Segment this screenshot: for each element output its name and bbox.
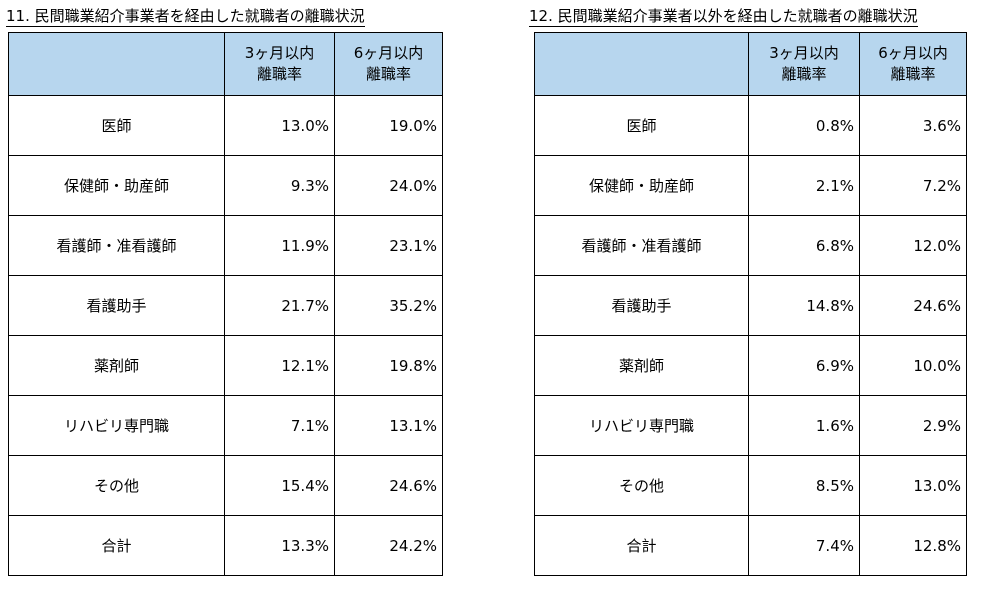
rate-6month: 23.1%	[334, 215, 443, 276]
header-line: 離職率	[781, 65, 827, 83]
rate-6month: 13.1%	[334, 395, 443, 456]
row-label: 看護師・准看護師	[8, 215, 225, 276]
rate-3month: 21.7%	[224, 275, 335, 336]
rate-6month: 19.0%	[334, 95, 443, 156]
table-row: 薬剤師 12.1% 19.8%	[8, 335, 443, 396]
row-label: 合計	[534, 515, 749, 576]
rate-6month: 24.6%	[859, 275, 967, 336]
row-label: 医師	[534, 95, 749, 156]
table-row: 保健師・助産師 2.1% 7.2%	[534, 155, 967, 216]
row-label: リハビリ専門職	[534, 395, 749, 456]
table-row: 医師 0.8% 3.6%	[534, 95, 967, 156]
rate-6month: 24.0%	[334, 155, 443, 216]
header-line: 離職率	[365, 65, 411, 83]
header-line: 6ヶ月以内	[353, 44, 424, 62]
table-row-total: 合計 13.3% 24.2%	[8, 515, 443, 576]
table-row: 看護助手 21.7% 35.2%	[8, 275, 443, 336]
rate-3month: 7.1%	[224, 395, 335, 456]
rate-6month: 10.0%	[859, 335, 967, 396]
header-line: 離職率	[256, 65, 302, 83]
rate-6month: 3.6%	[859, 95, 967, 156]
table-row: その他 8.5% 13.0%	[534, 455, 967, 516]
rate-6month: 24.2%	[334, 515, 443, 576]
rate-3month: 11.9%	[224, 215, 335, 276]
row-label: 看護助手	[534, 275, 749, 336]
table-row: 看護助手 14.8% 24.6%	[534, 275, 967, 336]
header-row: 3ヶ月以内 離職率 6ヶ月以内 離職率	[8, 32, 443, 96]
rate-6month: 19.8%	[334, 335, 443, 396]
header-blank-cell	[534, 32, 749, 96]
panel-private-agencies: 11. 民間職業紹介事業者を経由した就職者の離職状況 3ヶ月以内 離職率 6ヶ月…	[6, 0, 443, 576]
rate-3month: 6.8%	[748, 215, 860, 276]
table-row-total: 合計 7.4% 12.8%	[534, 515, 967, 576]
rate-3month: 2.1%	[748, 155, 860, 216]
rate-3month: 12.1%	[224, 335, 335, 396]
rate-6month: 24.6%	[334, 455, 443, 516]
table-row: 薬剤師 6.9% 10.0%	[534, 335, 967, 396]
rate-3month: 6.9%	[748, 335, 860, 396]
panel-other-channels: 12. 民間職業紹介事業者以外を経由した就職者の離職状況 3ヶ月以内 離職率 6…	[529, 0, 969, 576]
table-title: 12. 民間職業紹介事業者以外を経由した就職者の離職状況	[529, 7, 918, 27]
row-label: 保健師・助産師	[8, 155, 225, 216]
rate-6month: 13.0%	[859, 455, 967, 516]
rate-3month: 7.4%	[748, 515, 860, 576]
row-label: 看護師・准看護師	[534, 215, 749, 276]
header-blank-cell	[8, 32, 225, 96]
row-label: 薬剤師	[534, 335, 749, 396]
table-row: リハビリ専門職 1.6% 2.9%	[534, 395, 967, 456]
rate-6month: 35.2%	[334, 275, 443, 336]
rate-6month: 12.0%	[859, 215, 967, 276]
row-label: 保健師・助産師	[534, 155, 749, 216]
rate-3month: 14.8%	[748, 275, 860, 336]
rate-3month: 1.6%	[748, 395, 860, 456]
row-label: 看護助手	[8, 275, 225, 336]
row-label: 医師	[8, 95, 225, 156]
rate-3month: 8.5%	[748, 455, 860, 516]
header-row: 3ヶ月以内 離職率 6ヶ月以内 離職率	[534, 32, 967, 96]
header-3month-rate: 3ヶ月以内 離職率	[748, 32, 860, 96]
rate-3month: 9.3%	[224, 155, 335, 216]
table-row: 看護師・准看護師 11.9% 23.1%	[8, 215, 443, 276]
rate-3month: 13.0%	[224, 95, 335, 156]
header-6month-rate: 6ヶ月以内 離職率	[859, 32, 967, 96]
table-row: 保健師・助産師 9.3% 24.0%	[8, 155, 443, 216]
header-line: 6ヶ月以内	[878, 44, 948, 62]
row-label: その他	[8, 455, 225, 516]
rate-6month: 7.2%	[859, 155, 967, 216]
row-label: その他	[534, 455, 749, 516]
turnover-table: 3ヶ月以内 離職率 6ヶ月以内 離職率 医師 13.0% 19.0% 保健師・助産師…	[8, 32, 443, 576]
rate-3month: 0.8%	[748, 95, 860, 156]
header-line: 3ヶ月以内	[244, 44, 315, 62]
header-line: 離職率	[890, 65, 936, 83]
table-row: その他 15.4% 24.6%	[8, 455, 443, 516]
rate-3month: 13.3%	[224, 515, 335, 576]
rate-6month: 2.9%	[859, 395, 967, 456]
header-6month-rate: 6ヶ月以内 離職率	[334, 32, 443, 96]
table-row: リハビリ専門職 7.1% 13.1%	[8, 395, 443, 456]
header-line: 3ヶ月以内	[769, 44, 839, 62]
table-row: 医師 13.0% 19.0%	[8, 95, 443, 156]
row-label: 薬剤師	[8, 335, 225, 396]
header-3month-rate: 3ヶ月以内 離職率	[224, 32, 335, 96]
rate-3month: 15.4%	[224, 455, 335, 516]
rate-6month: 12.8%	[859, 515, 967, 576]
row-label: 合計	[8, 515, 225, 576]
table-row: 看護師・准看護師 6.8% 12.0%	[534, 215, 967, 276]
table-title: 11. 民間職業紹介事業者を経由した就職者の離職状況	[6, 7, 365, 27]
row-label: リハビリ専門職	[8, 395, 225, 456]
turnover-table: 3ヶ月以内 離職率 6ヶ月以内 離職率 医師 0.8% 3.6% 保健師・助産師 2.…	[534, 32, 967, 576]
